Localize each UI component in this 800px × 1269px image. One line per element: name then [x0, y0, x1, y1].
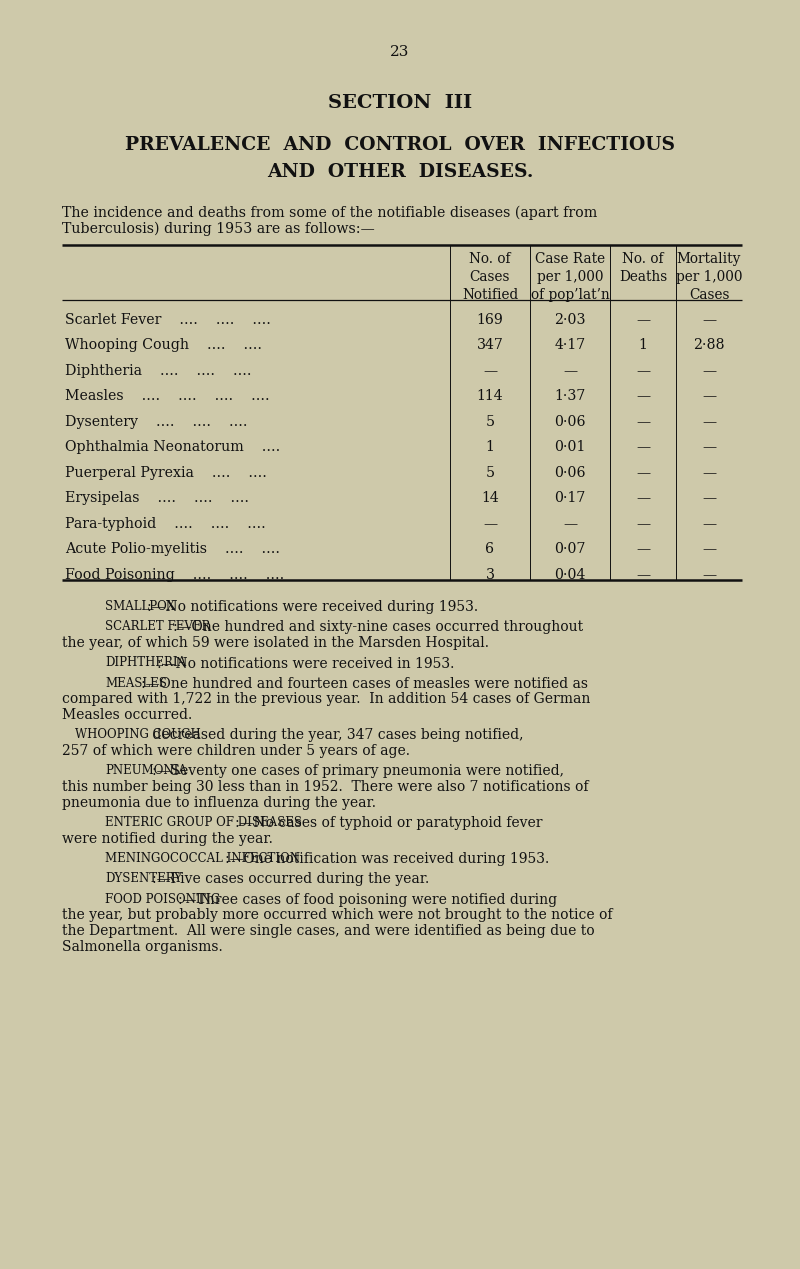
Text: MENINGOCOCCAL INFECTION: MENINGOCOCCAL INFECTION [105, 851, 300, 865]
Text: 6: 6 [486, 542, 494, 556]
Text: 0·01: 0·01 [554, 440, 586, 454]
Text: SCARLET FEVER: SCARLET FEVER [105, 621, 210, 633]
Text: —: — [702, 312, 716, 326]
Text: Case Rate
per 1,000
of pop’lat’n: Case Rate per 1,000 of pop’lat’n [530, 253, 610, 302]
Text: pneumonia due to influenza during the year.: pneumonia due to influenza during the ye… [62, 796, 376, 810]
Text: :—Seventy one cases of primary pneumonia were notified,: :—Seventy one cases of primary pneumonia… [152, 764, 564, 778]
Text: —: — [636, 516, 650, 530]
Text: this number being 30 less than in 1952.  There were also 7 notifications of: this number being 30 less than in 1952. … [62, 780, 589, 794]
Text: 169: 169 [477, 312, 503, 326]
Text: decreased during the year, 347 cases being notified,: decreased during the year, 347 cases bei… [148, 728, 523, 742]
Text: 1·37: 1·37 [554, 390, 586, 404]
Text: 1: 1 [486, 440, 494, 454]
Text: Ophthalmia Neonatorum    ....: Ophthalmia Neonatorum .... [65, 440, 280, 454]
Text: :—Three cases of food poisoning were notified during: :—Three cases of food poisoning were not… [178, 893, 557, 907]
Text: DIPHTHERIA: DIPHTHERIA [105, 656, 186, 670]
Text: 2·88: 2·88 [694, 339, 725, 353]
Text: :—Five cases occurred during the year.: :—Five cases occurred during the year. [152, 873, 429, 887]
Text: FOOD POISONING: FOOD POISONING [105, 893, 220, 906]
Text: Measles    ....    ....    ....    ....: Measles .... .... .... .... [65, 390, 270, 404]
Text: Measles occurred.: Measles occurred. [62, 708, 192, 722]
Text: :—No cases of typhoid or paratyphoid fever: :—No cases of typhoid or paratyphoid fev… [235, 816, 542, 830]
Text: 3: 3 [486, 567, 494, 581]
Text: 5: 5 [486, 415, 494, 429]
Text: MEASLES: MEASLES [105, 676, 167, 690]
Text: the Department.  All were single cases, and were identified as being due to: the Department. All were single cases, a… [62, 924, 594, 938]
Text: —: — [702, 516, 716, 530]
Text: 347: 347 [477, 339, 503, 353]
Text: —: — [636, 440, 650, 454]
Text: ENTERIC GROUP OF DISEASES: ENTERIC GROUP OF DISEASES [105, 816, 302, 829]
Text: :—No notifications were received in 1953.: :—No notifications were received in 1953… [157, 656, 454, 670]
Text: Tuberculosis) during 1953 are as follows:—: Tuberculosis) during 1953 are as follows… [62, 222, 374, 236]
Text: were notified during the year.: were notified during the year. [62, 831, 273, 845]
Text: 0·07: 0·07 [554, 542, 586, 556]
Text: 0·06: 0·06 [554, 466, 586, 480]
Text: —: — [636, 415, 650, 429]
Text: 1: 1 [638, 339, 647, 353]
Text: Salmonella organisms.: Salmonella organisms. [62, 939, 222, 953]
Text: AND  OTHER  DISEASES.: AND OTHER DISEASES. [267, 162, 533, 181]
Text: 2·03: 2·03 [554, 312, 586, 326]
Text: :—One hundred and sixty-nine cases occurred throughout: :—One hundred and sixty-nine cases occur… [173, 621, 582, 634]
Text: —: — [483, 364, 497, 378]
Text: Erysipelas    ....    ....    ....: Erysipelas .... .... .... [65, 491, 249, 505]
Text: 14: 14 [481, 491, 499, 505]
Text: 0·06: 0·06 [554, 415, 586, 429]
Text: —: — [483, 516, 497, 530]
Text: compared with 1,722 in the previous year.  In addition 54 cases of German: compared with 1,722 in the previous year… [62, 693, 590, 707]
Text: Puerperal Pyrexia    ....    ....: Puerperal Pyrexia .... .... [65, 466, 267, 480]
Text: 0·04: 0·04 [554, 567, 586, 581]
Text: Para-typhoid    ....    ....    ....: Para-typhoid .... .... .... [65, 516, 266, 530]
Text: 0·17: 0·17 [554, 491, 586, 505]
Text: Dysentery    ....    ....    ....: Dysentery .... .... .... [65, 415, 247, 429]
Text: —: — [702, 542, 716, 556]
Text: —: — [636, 390, 650, 404]
Text: :—One notification was received during 1953.: :—One notification was received during 1… [225, 851, 549, 865]
Text: DYSENTERY: DYSENTERY [105, 873, 182, 886]
Text: —: — [636, 466, 650, 480]
Text: PREVALENCE  AND  CONTROL  OVER  INFECTIOUS: PREVALENCE AND CONTROL OVER INFECTIOUS [125, 136, 675, 154]
Text: No. of
Deaths: No. of Deaths [619, 253, 667, 284]
Text: —: — [702, 364, 716, 378]
Text: the year, but probably more occurred which were not brought to the notice of: the year, but probably more occurred whi… [62, 909, 613, 923]
Text: Scarlet Fever    ....    ....    ....: Scarlet Fever .... .... .... [65, 312, 271, 326]
Text: —: — [636, 312, 650, 326]
Text: —: — [636, 567, 650, 581]
Text: —: — [636, 491, 650, 505]
Text: —: — [636, 364, 650, 378]
Text: :—One hundred and fourteen cases of measles were notified as: :—One hundred and fourteen cases of meas… [142, 676, 588, 692]
Text: SMALLPOX: SMALLPOX [105, 600, 175, 613]
Text: —: — [702, 390, 716, 404]
Text: Food Poisoning    ....    ....    ....: Food Poisoning .... .... .... [65, 567, 284, 581]
Text: 114: 114 [477, 390, 503, 404]
Text: —: — [702, 567, 716, 581]
Text: SECTION  III: SECTION III [328, 94, 472, 112]
Text: —: — [563, 516, 577, 530]
Text: 257 of which were children under 5 years of age.: 257 of which were children under 5 years… [62, 744, 410, 758]
Text: PNEUMONIA: PNEUMONIA [105, 764, 187, 778]
Text: No. of
Cases
Notified: No. of Cases Notified [462, 253, 518, 302]
Text: Whooping Cough    ....    ....: Whooping Cough .... .... [65, 339, 262, 353]
Text: —: — [563, 364, 577, 378]
Text: :—No notifications were received during 1953.: :—No notifications were received during … [146, 600, 478, 614]
Text: —: — [702, 466, 716, 480]
Text: 5: 5 [486, 466, 494, 480]
Text: 4·17: 4·17 [554, 339, 586, 353]
Text: WHOOPING COUGH: WHOOPING COUGH [75, 728, 201, 741]
Text: Diphtheria    ....    ....    ....: Diphtheria .... .... .... [65, 364, 251, 378]
Text: The incidence and deaths from some of the notifiable diseases (apart from: The incidence and deaths from some of th… [62, 206, 598, 221]
Text: the year, of which 59 were isolated in the Marsden Hospital.: the year, of which 59 were isolated in t… [62, 636, 489, 650]
Text: Mortality
per 1,000
Cases: Mortality per 1,000 Cases [676, 253, 742, 302]
Text: —: — [702, 440, 716, 454]
Text: —: — [702, 415, 716, 429]
Text: —: — [702, 491, 716, 505]
Text: Acute Polio-myelitis    ....    ....: Acute Polio-myelitis .... .... [65, 542, 280, 556]
Text: —: — [636, 542, 650, 556]
Text: 23: 23 [390, 44, 410, 58]
